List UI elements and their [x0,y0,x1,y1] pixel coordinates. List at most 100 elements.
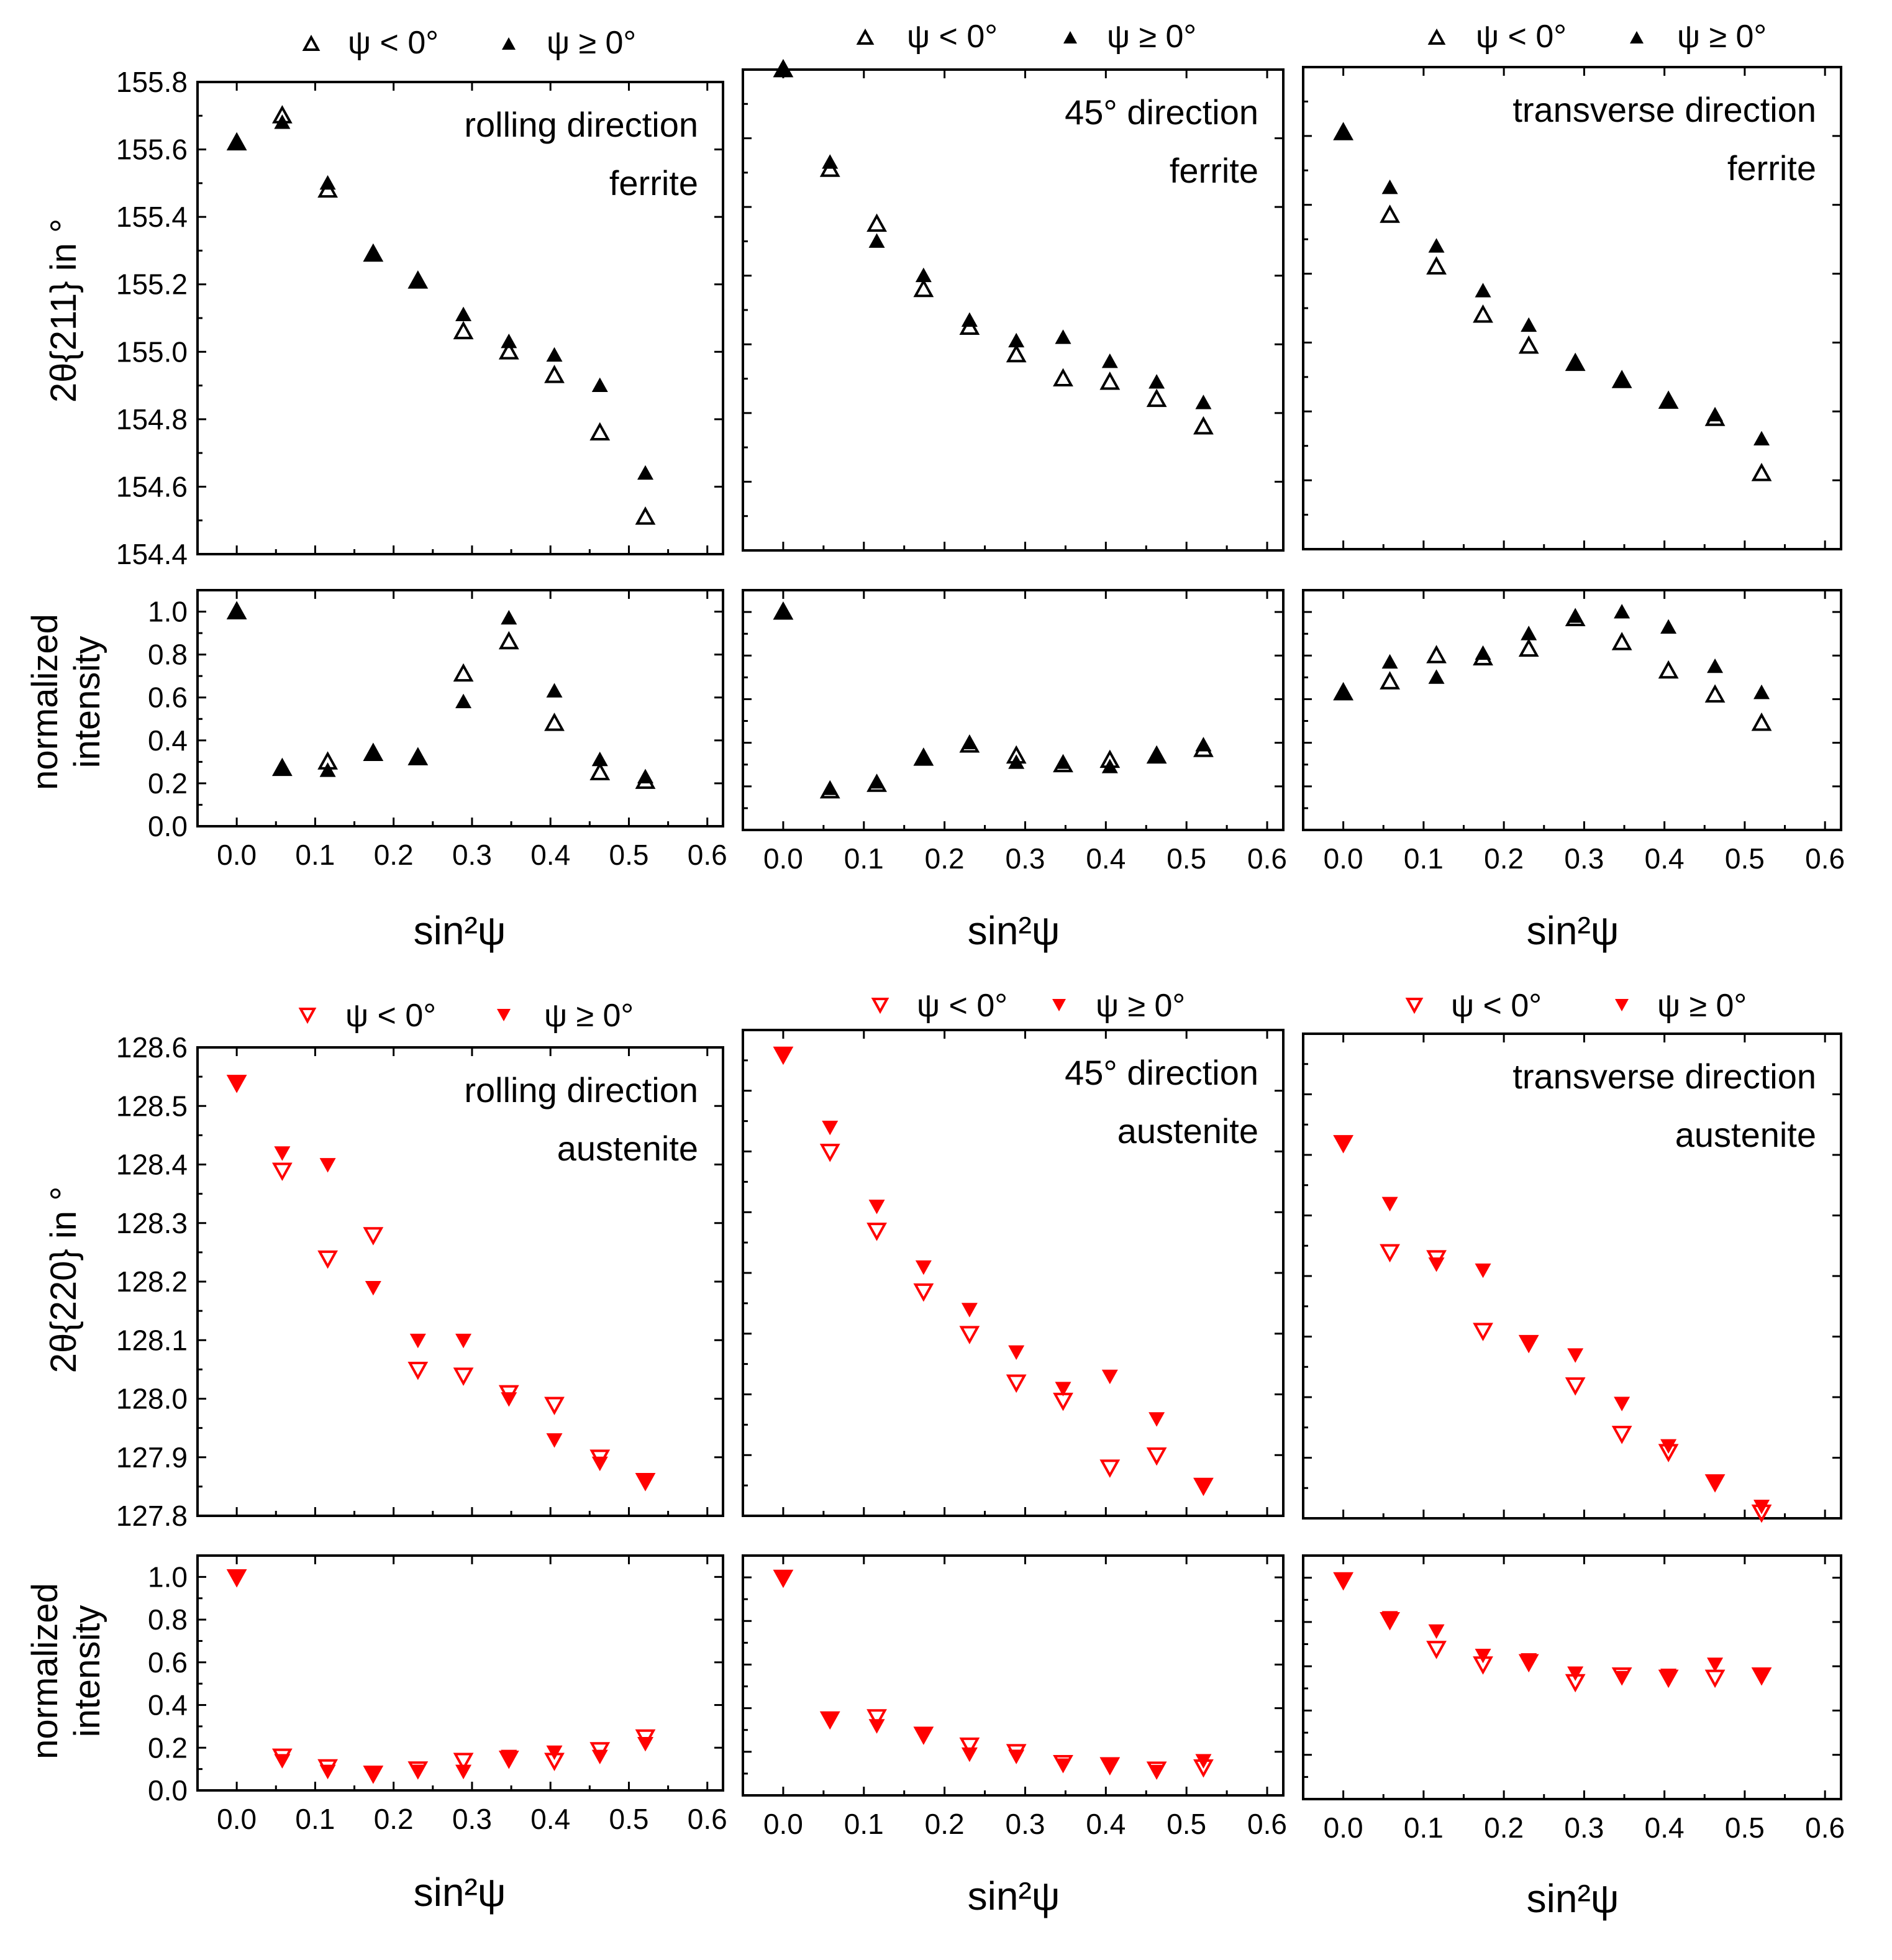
data-point-neg [635,506,656,525]
data-point-neg [1053,368,1073,386]
y-tick-label: 0.2 [148,1731,188,1764]
panel-frame [196,1554,724,1792]
data-point-pos [409,1333,426,1349]
data-point-pos [1475,1648,1491,1664]
legend-label-neg: ψ < 0° [917,988,1007,1024]
data-point-pos [455,1764,472,1780]
ylabel-austenite-intensity-2: intensity [67,1605,107,1738]
data-point-neg [1518,638,1539,657]
data-point-pos [1195,737,1212,752]
data-point-pos [1428,669,1445,684]
data-point-pos [1428,238,1445,253]
y-tick-label: 0.6 [148,1646,188,1679]
panel-frame [1302,1032,1842,1520]
series-psi-pos [775,62,1212,409]
data-point-pos [274,1146,291,1161]
y-tick-label: 155.8 [116,66,188,98]
x-tick-label: 0.5 [609,839,649,871]
panel-frame [1302,589,1842,831]
data-point-pos [961,312,978,327]
data-point-pos [637,465,653,480]
legend-marker-filled [1063,31,1077,43]
series-psi-pos [1335,1573,1770,1685]
data-point-neg [407,1361,429,1380]
ylabel-ferrite-intensity-1: normalized [25,614,65,790]
data-point-pos [1660,393,1677,408]
data-point-pos [319,762,336,777]
data-point-neg [1704,1669,1726,1689]
data-point-pos [915,1728,932,1743]
y-tick-label: 128.5 [116,1090,188,1122]
series-psi-neg [773,601,1214,799]
panel-ferrite-transverse-pos: transverse direction ferrite [1302,66,1842,550]
legend-label-neg: ψ < 0° [345,998,436,1034]
data-point-pos [1008,332,1025,348]
y-tick-label: 127.8 [116,1500,188,1532]
legend-marker-open [1405,998,1424,1014]
data-point-pos [455,693,472,709]
legend-marker-open [871,998,889,1014]
data-point-pos [1753,1669,1770,1684]
data-point-pos [822,1121,839,1136]
data-point-neg [1751,462,1772,481]
data-point-pos [1195,394,1212,409]
y-tick-label: 155.4 [116,201,188,233]
data-point-pos [409,749,426,764]
data-point-pos [1148,747,1165,763]
data-point-neg [544,713,565,731]
y-tick-label: 0.0 [148,1774,188,1807]
data-point-pos [1055,754,1071,769]
x-tick-label: 0.5 [1167,1808,1206,1840]
legend-marker-filled [502,37,516,50]
panel-frame [742,68,1285,552]
series-psi-neg [773,1569,1214,1780]
data-point-pos [775,604,791,619]
x-tick-label: 0.0 [763,842,803,875]
ylabel-austenite-position: 2θ{220} in ° [43,1187,84,1374]
panel-frame [196,1046,724,1517]
series-psi-pos [1335,1136,1770,1515]
phase-label: ferrite [1727,148,1816,188]
data-point-pos [1381,1611,1398,1626]
x-tick-label: 0.3 [1564,842,1604,875]
data-point-neg [1006,344,1027,363]
panel-austenite-rolling-pos: 127.8 127.9 128.0 128.1 128.2 128.3 128.4 128.5… [116,1031,724,1532]
data-point-pos [1614,1397,1630,1411]
x-tick-label: 0.2 [925,1808,965,1840]
data-point-neg [1704,684,1726,703]
data-point-pos [1335,124,1352,139]
y-tick-label: 0.8 [148,639,188,671]
data-point-neg [866,1709,887,1728]
ylabel-austenite-intensity-1: normalized [25,1583,65,1759]
series-psi-neg [226,105,656,525]
y-tick-label: 0.8 [148,1603,188,1636]
data-point-pos [229,1076,245,1091]
x-tick-label: 0.2 [1484,842,1524,875]
data-point-neg [363,1227,384,1246]
data-point-pos [365,245,381,261]
data-point-pos [1614,1671,1630,1685]
data-point-pos [546,683,563,698]
y-tick-label: 128.0 [116,1383,188,1415]
data-point-pos [961,1747,978,1762]
y-tick-label: 0.6 [148,681,188,714]
data-point-pos [1101,759,1118,773]
series-psi-pos [229,603,653,783]
direction-label: 45° direction [1065,93,1258,132]
data-point-neg [1380,1244,1400,1263]
y-tick-label: 154.6 [116,470,188,503]
xlabel-ferrite-col3: sin²ψ [1527,908,1619,953]
x-tick-label: 0.2 [925,842,965,875]
x-tick-label: 0.5 [1167,842,1206,875]
panel-ferrite-rolling-int: 0.0 0.2 0.4 0.6 0.8 1.0 0.0 0.1 0.2 0.3 0.4 0.5 0.6 [148,589,727,871]
panel-ferrite-rolling-pos: 154.4 154.6 154.8 155.0 155.2 155.4 155.6 155.8… [116,66,724,570]
y-tick-label: 128.6 [116,1031,188,1064]
series-psi-neg [1333,122,1772,481]
data-point-neg [866,213,887,232]
data-point-neg [913,278,934,298]
data-point-pos [409,273,426,288]
series-psi-pos [775,604,1212,795]
series-psi-pos [229,1570,653,1782]
data-point-neg [819,1144,840,1162]
data-point-neg [544,1397,565,1416]
